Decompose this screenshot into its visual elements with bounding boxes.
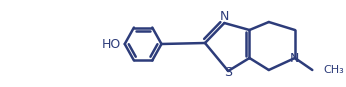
Text: N: N [220,9,229,23]
Text: N: N [290,52,300,64]
Text: S: S [224,66,232,78]
Text: HO: HO [102,37,121,50]
Text: CH₃: CH₃ [323,65,344,75]
